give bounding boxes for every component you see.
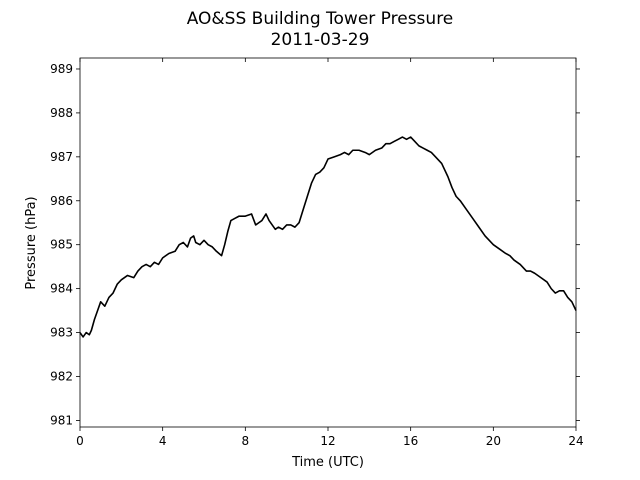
y-tick-label: 989 <box>50 62 73 76</box>
pressure-series-line <box>79 136 577 338</box>
chart-title: AO&SS Building Tower Pressure <box>187 9 454 29</box>
x-tick-label: 20 <box>486 434 501 448</box>
y-tick-label: 982 <box>50 369 73 383</box>
y-tick-label: 985 <box>50 238 73 252</box>
y-tick-label: 983 <box>50 326 73 340</box>
x-tick-label: 8 <box>242 434 250 448</box>
y-tick-label: 981 <box>50 413 73 427</box>
x-tick-label: 16 <box>403 434 418 448</box>
x-tick-label: 12 <box>320 434 335 448</box>
x-tick-label: 24 <box>568 434 583 448</box>
chart-subtitle: 2011-03-29 <box>271 30 370 50</box>
plot-area: 0 4 8 12 16 20 24 981 982 983 984 985 986 987 988 989 <box>50 57 584 448</box>
y-tick-label: 986 <box>50 194 73 208</box>
y-tick-label: 988 <box>50 106 73 120</box>
x-tick-label: 0 <box>76 434 84 448</box>
plot-frame <box>79 57 577 428</box>
y-tick-label: 984 <box>50 282 73 296</box>
x-tick-label: 4 <box>159 434 167 448</box>
x-axis-label: Time (UTC) <box>291 455 364 470</box>
y-tick-label: 987 <box>50 150 73 164</box>
y-axis-label: Pressure (hPa) <box>24 196 39 289</box>
